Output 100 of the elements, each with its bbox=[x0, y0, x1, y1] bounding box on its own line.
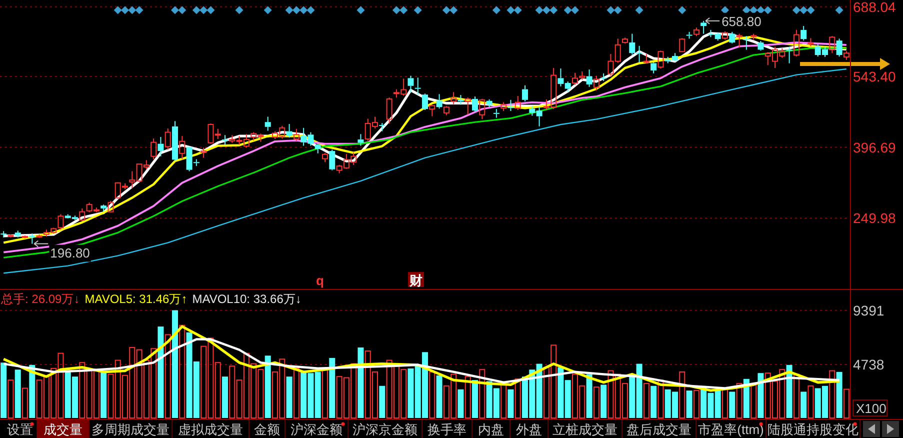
text: 设置 bbox=[7, 422, 33, 437]
text: 盘后成交量 bbox=[626, 422, 692, 437]
bar bbox=[322, 369, 328, 418]
bar bbox=[286, 376, 292, 418]
text: 内盘 bbox=[478, 422, 504, 437]
candlestick bbox=[429, 105, 436, 117]
candlestick bbox=[758, 40, 764, 52]
bar bbox=[800, 392, 807, 418]
bar bbox=[479, 369, 486, 418]
text: 金额 bbox=[254, 422, 280, 437]
bar bbox=[164, 334, 171, 418]
bar bbox=[14, 370, 21, 418]
candlestick bbox=[222, 134, 228, 146]
candlestick bbox=[264, 116, 271, 132]
candlestick bbox=[522, 84, 528, 102]
bar bbox=[100, 370, 107, 418]
text: 立桩成交量 bbox=[552, 422, 618, 437]
bar bbox=[508, 389, 514, 418]
bar bbox=[329, 358, 336, 418]
bar bbox=[29, 364, 36, 418]
candlestick bbox=[600, 72, 607, 82]
bar bbox=[379, 386, 386, 418]
bar bbox=[693, 390, 700, 418]
y-tick-label: 4738 bbox=[853, 356, 884, 372]
y-tick-label: 543.40 bbox=[853, 68, 896, 85]
text: 市盈率(ttm) bbox=[698, 422, 764, 437]
bar bbox=[429, 371, 436, 418]
candlestick bbox=[329, 149, 336, 171]
candlestick bbox=[436, 94, 442, 110]
candlestick bbox=[464, 96, 471, 115]
text: 外盘 bbox=[516, 422, 542, 437]
candlestick bbox=[514, 96, 521, 111]
bar bbox=[222, 376, 228, 418]
candlestick bbox=[736, 33, 742, 48]
bar bbox=[514, 378, 521, 418]
bar bbox=[436, 375, 442, 418]
bar bbox=[8, 380, 14, 418]
text: X100 bbox=[856, 401, 886, 416]
candlestick bbox=[179, 136, 186, 160]
candlestick bbox=[458, 94, 464, 106]
bar bbox=[650, 386, 657, 418]
candlestick bbox=[29, 233, 36, 244]
bar bbox=[22, 388, 28, 418]
bar bbox=[172, 310, 178, 418]
bar bbox=[500, 384, 507, 418]
annotation: 总手: 26.09万↓ bbox=[0, 292, 80, 306]
candlestick bbox=[408, 75, 414, 94]
candlestick bbox=[0, 230, 7, 238]
bar bbox=[793, 374, 800, 418]
text: 成交量 bbox=[44, 422, 82, 437]
bar bbox=[786, 364, 792, 418]
bar bbox=[464, 376, 471, 418]
line-series bbox=[2, 338, 840, 390]
annotation: MAVOL10: 33.66万↓ bbox=[192, 292, 302, 306]
y-tick-label: 688.04 bbox=[853, 0, 896, 15]
candlestick bbox=[314, 143, 321, 154]
bar bbox=[158, 326, 164, 418]
text: 虚拟成交量 bbox=[178, 422, 243, 437]
bar bbox=[679, 371, 686, 418]
bar bbox=[179, 324, 186, 418]
annotation: q bbox=[316, 273, 324, 288]
bar bbox=[686, 390, 692, 418]
annotation: 196.80 bbox=[50, 246, 90, 261]
candlestick bbox=[786, 46, 792, 64]
candlestick bbox=[729, 31, 736, 44]
y-tick-label: 249.98 bbox=[853, 210, 896, 226]
candlestick bbox=[200, 147, 207, 158]
bar bbox=[358, 347, 364, 418]
bar bbox=[722, 388, 728, 418]
bar bbox=[293, 368, 300, 418]
bar bbox=[729, 392, 736, 418]
bar bbox=[829, 370, 836, 418]
bar bbox=[736, 383, 742, 418]
bar bbox=[600, 384, 607, 418]
candlestick bbox=[172, 120, 178, 162]
bar bbox=[750, 384, 757, 418]
bar bbox=[808, 385, 814, 418]
y-tick-label: 9391 bbox=[853, 302, 884, 318]
annotation: 658.80 bbox=[722, 14, 762, 29]
candlestick bbox=[743, 36, 750, 50]
bar bbox=[458, 389, 464, 418]
candlestick bbox=[486, 98, 492, 108]
candlestick bbox=[700, 20, 707, 34]
candlestick bbox=[358, 134, 364, 146]
text: 多周期成交量 bbox=[92, 422, 170, 437]
bar bbox=[743, 378, 750, 418]
candlestick bbox=[286, 123, 292, 138]
text: 沪深金额 bbox=[290, 422, 342, 437]
y-tick-label: 396.69 bbox=[853, 139, 896, 156]
bar bbox=[643, 383, 650, 418]
candlestick bbox=[472, 96, 478, 112]
bar bbox=[836, 372, 842, 418]
candlestick bbox=[379, 122, 386, 132]
candlestick bbox=[686, 31, 692, 40]
candlestick bbox=[586, 68, 592, 88]
bar bbox=[593, 386, 600, 418]
line-series bbox=[3, 68, 847, 274]
text: 陆股通持股变化 bbox=[768, 422, 858, 437]
bar bbox=[658, 380, 664, 418]
annotation: MAVOL5: 31.46万↑ bbox=[84, 292, 188, 306]
